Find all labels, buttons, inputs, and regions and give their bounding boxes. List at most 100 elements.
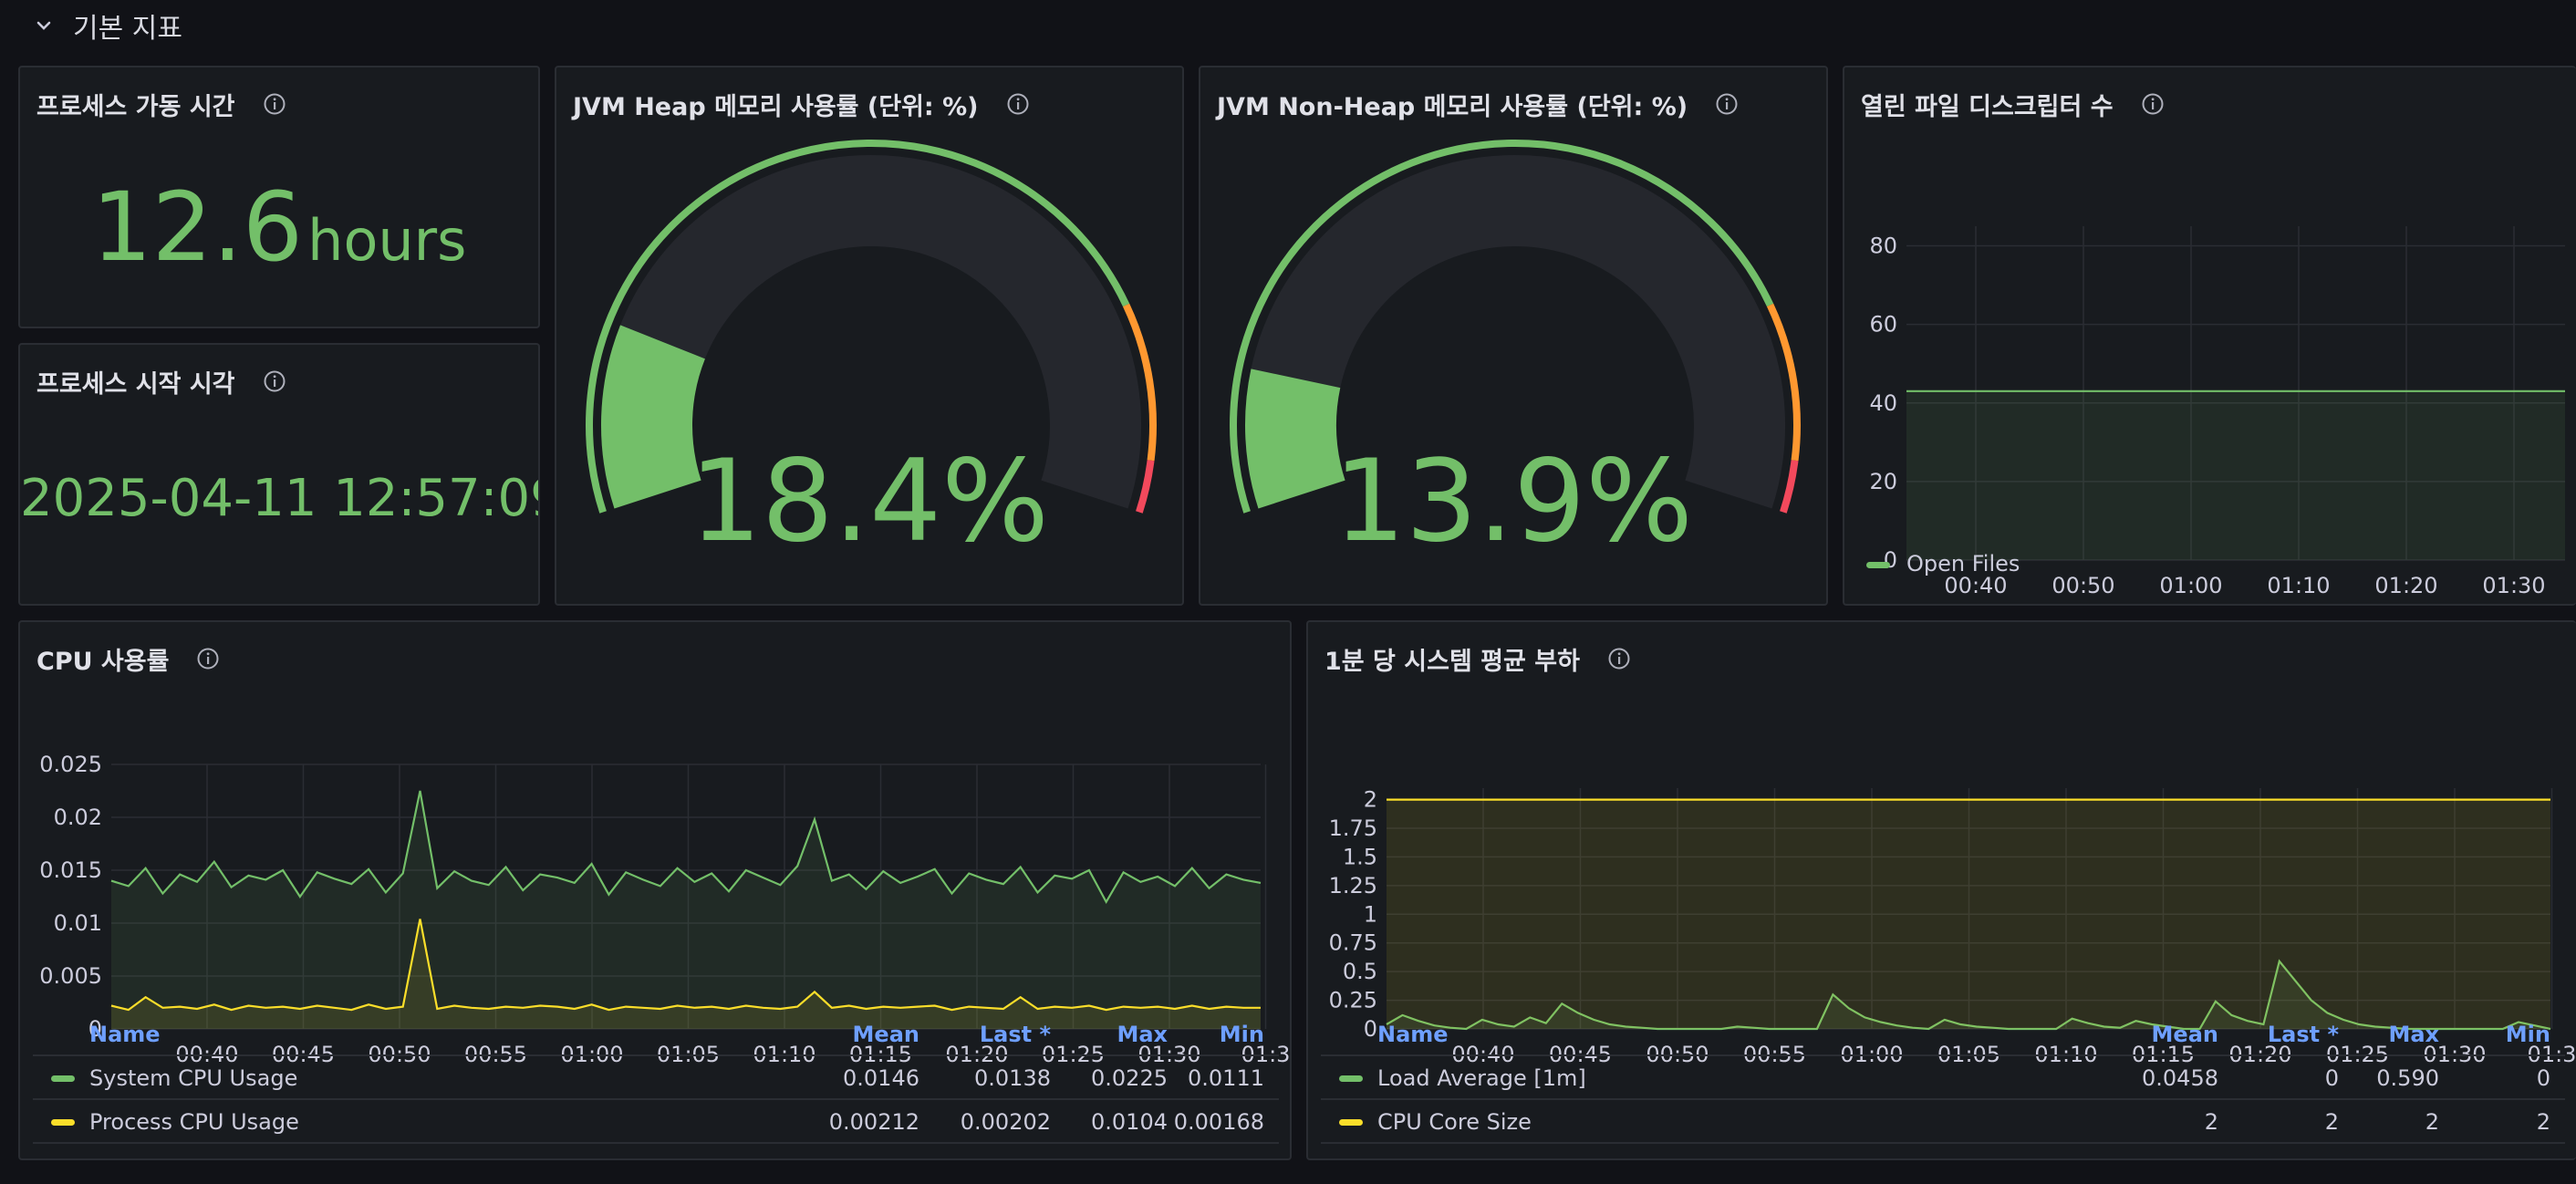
info-icon[interactable] [1006,92,1030,116]
x-tick-label: 01:10 [2267,573,2330,598]
gauge-value-arc [1245,369,1345,509]
legend-name[interactable]: CPU Core Size [1377,1109,1532,1135]
legend-min: 0.00168 [1173,1109,1264,1135]
panel-title: 프로세스 가동 시간 [36,92,235,121]
info-icon[interactable] [263,92,286,116]
y-tick-label: 0.02 [54,805,102,830]
y-tick-label: 1.5 [1343,844,1377,869]
info-icon[interactable] [263,369,286,393]
info-icon[interactable] [1715,92,1739,116]
y-tick-label: 0 [1364,1016,1377,1042]
y-tick-label: 0.5 [1343,959,1377,984]
legend-header-mean[interactable]: Mean [852,1022,919,1047]
row-title: 기본 지표 [73,13,182,45]
gauge-threshold-red [1780,460,1799,514]
load-panel: 1분 당 시스템 평균 부하 0 0.25 0.5 0.75 1 1.25 1.5 1.75 2… [1306,620,2576,1160]
y-tick-label: 80 [1869,234,1897,259]
legend-name[interactable]: Load Average [1m] [1377,1065,1586,1091]
y-tick-label: 0.025 [39,752,102,777]
y-tick-label: 1.25 [1329,873,1377,898]
legend-header-row: Name Mean Last * Max Min [1321,1014,2565,1056]
y-tick-label: 0 [88,1016,102,1042]
legend-max: 2 [2425,1109,2439,1135]
legend-last: 0.0138 [974,1065,1051,1091]
gauge-track [1245,155,1785,509]
legend-last: 2 [2324,1109,2339,1135]
heap-gauge-panel: JVM Heap 메모리 사용률 (단위: %) 18.4% [555,66,1184,606]
gauge-threshold-orange [1766,303,1801,462]
legend-row[interactable]: Load Average [1m] 0.0458 0 0.590 0 [1321,1058,2565,1100]
legend-header-last[interactable]: Last * [2267,1022,2339,1047]
panel-title: 1분 당 시스템 평균 부하 [1324,647,1580,676]
y-tick-label: 1.75 [1329,815,1377,841]
legend-min: 0.0111 [1188,1065,1264,1091]
series-line [110,790,1262,905]
legend-header-max[interactable]: Max [2388,1022,2439,1047]
gauge-threshold-green [586,139,1130,514]
legend-header-min[interactable]: Min [1219,1022,1264,1047]
legend-header-name[interactable]: Name [1377,1022,1449,1047]
y-tick-label: 0.25 [1329,988,1377,1013]
x-tick-label: 01:20 [2374,573,2437,598]
cpu-legend-table: Name Mean Last * Max Min System CPU Usag… [33,1014,1279,1151]
legend-row[interactable]: Process CPU Usage 0.00212 0.00202 0.0104… [33,1102,1279,1144]
gauge-threshold-green [1230,139,1774,514]
y-tick-label: 0.005 [39,963,102,989]
legend-mean: 2 [2204,1109,2218,1135]
legend-min: 2 [2536,1109,2550,1135]
row-header[interactable]: 기본 지표 [0,0,2576,51]
uptime-panel: 프로세스 가동 시간 12.6 hours [18,66,540,328]
nonheap-gauge-panel: JVM Non-Heap 메모리 사용률 (단위: %) 13.9% [1199,66,1828,606]
gauge-threshold-orange [1122,303,1157,462]
legend-min: 0 [2536,1065,2550,1091]
legend-swatch [1339,1075,1363,1082]
panel-title: 프로세스 시작 시각 [36,369,235,399]
legend-header-name[interactable]: Name [89,1022,161,1047]
y-tick-label: 1 [1364,901,1377,927]
info-icon[interactable] [2141,92,2165,116]
uptime-value: 12.6 hours [91,171,467,283]
legend-max: 0.0225 [1091,1065,1168,1091]
open-files-legend[interactable]: Open Files [1866,551,2020,576]
legend-row[interactable]: CPU Core Size 2 2 2 2 [1321,1102,2565,1144]
legend-header-max[interactable]: Max [1117,1022,1168,1047]
x-tick-label: 01:00 [2159,573,2222,598]
legend-swatch [51,1075,75,1082]
start-time-value: 2025-04-11 12:57:09 [20,469,540,528]
legend-header-row: Name Mean Last * Max Min [33,1014,1279,1056]
series-line [110,919,1261,1012]
series-area [111,791,1261,1029]
y-tick-label: 60 [1869,312,1897,338]
legend-row[interactable]: System CPU Usage 0.0146 0.0138 0.0225 0.… [33,1058,1279,1100]
info-icon[interactable] [196,647,220,670]
panel-title: 열린 파일 디스크립터 수 [1861,92,2114,121]
legend-header-min[interactable]: Min [2505,1022,2550,1047]
legend-header-last[interactable]: Last * [979,1022,1051,1047]
legend-mean: 0.00212 [828,1109,919,1135]
y-tick-label: 0.75 [1329,930,1377,956]
y-tick-label: 0.015 [39,857,102,883]
y-tick-label: 40 [1869,390,1897,416]
legend-mean: 0.0458 [2142,1065,2218,1091]
nonheap-value: 13.9% [1334,436,1693,567]
y-tick-label: 2 [1364,787,1377,813]
legend-header-mean[interactable]: Mean [2151,1022,2218,1047]
panel-title: JVM Heap 메모리 사용률 (단위: %) [573,92,979,121]
chevron-down-icon[interactable] [33,15,55,36]
panel-title: CPU 사용률 [36,647,170,676]
heap-gauge [586,139,1157,514]
legend-name[interactable]: Process CPU Usage [89,1109,299,1135]
legend-last: 0.00202 [960,1109,1051,1135]
legend-label: Open Files [1906,551,2020,576]
info-icon[interactable] [1607,647,1631,670]
x-tick-label: 00:50 [2051,573,2114,598]
gauge-value-arc [601,325,706,509]
x-tick-label: 00:40 [1944,573,2007,598]
legend-last: 0 [2324,1065,2339,1091]
legend-swatch [1866,561,1890,568]
legend-mean: 0.0146 [843,1065,919,1091]
legend-name[interactable]: System CPU Usage [89,1065,298,1091]
